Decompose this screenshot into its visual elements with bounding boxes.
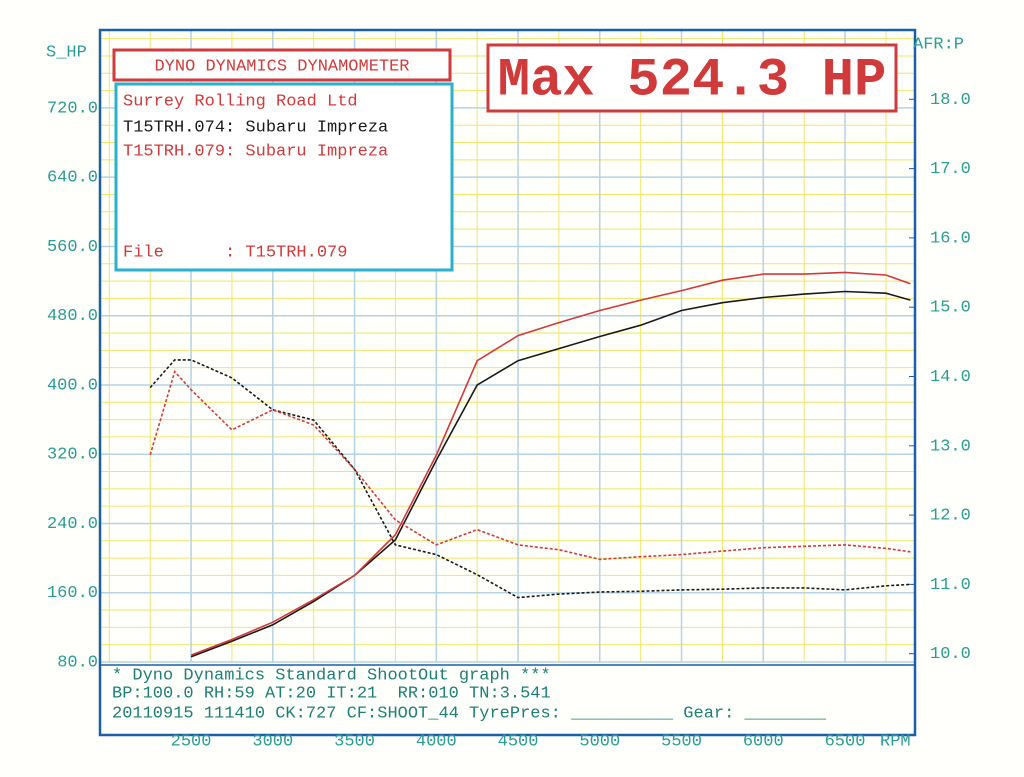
y-tick-label: 320.0 <box>47 446 98 465</box>
y2-axis-label: AFR:P <box>913 35 964 54</box>
y2-tick-label: 16.0 <box>930 229 971 248</box>
y-tick-label: 160.0 <box>47 584 98 603</box>
footer-line: 20110915 111410 CK:727 CF:SHOOT_44 TyreP… <box>112 704 827 723</box>
y-tick-label: 240.0 <box>47 515 98 534</box>
y-tick-label: 720.0 <box>47 99 98 118</box>
y-tick-label: 640.0 <box>47 169 98 188</box>
y2-tick-label: 14.0 <box>930 368 971 387</box>
afr-line <box>149 359 911 599</box>
info-box <box>114 82 454 272</box>
y2-tick-label: 13.0 <box>930 437 971 456</box>
y-tick-label: 480.0 <box>47 307 98 326</box>
x-tick-label: 3000 <box>252 732 293 751</box>
legend-entry: T15TRH.079: Subaru Impreza <box>123 142 388 161</box>
power-line <box>190 290 911 658</box>
info-line: File : T15TRH.079 <box>123 243 347 262</box>
x-tick-label: 6000 <box>743 732 784 751</box>
legend-entry: T15TRH.074: Subaru Impreza <box>123 118 388 137</box>
y-tick-label: 400.0 <box>47 376 98 395</box>
footer-line: * Dyno Dynamics Standard ShootOut graph … <box>112 666 551 685</box>
y2-tick-label: 15.0 <box>930 299 971 318</box>
x-tick-label: 4000 <box>416 732 457 751</box>
x-tick-label: 3500 <box>334 732 375 751</box>
y-tick-label: 560.0 <box>47 238 98 257</box>
frame <box>98 28 917 737</box>
y2-tick-label: 18.0 <box>930 91 971 110</box>
x-tick-label: 4500 <box>498 732 539 751</box>
footer-line: BP:100.0 RH:59 AT:20 IT:21 RR:010 TN:3.5… <box>112 684 551 703</box>
x-tick-label: 5500 <box>661 732 702 751</box>
y2-tick-label: 10.0 <box>930 645 971 664</box>
x-axis-label: RPM <box>880 732 911 751</box>
x-tick-label: 6500 <box>825 732 866 751</box>
y2-tick-label: 12.0 <box>930 507 971 526</box>
y-tick-label: 80.0 <box>57 653 98 672</box>
x-tick-label: 2500 <box>171 732 212 751</box>
afr-line <box>149 370 911 561</box>
headline: Max 524.3 HP <box>498 50 887 111</box>
plot-lines <box>149 271 911 658</box>
y-axis-label: S_HP <box>46 43 87 62</box>
x-tick-label: 5000 <box>579 732 620 751</box>
info-line: Surrey Rolling Road Ltd <box>123 92 358 111</box>
title-box <box>112 48 452 82</box>
y2-tick-label: 17.0 <box>930 160 971 179</box>
power-line <box>190 271 911 656</box>
headline-box <box>486 43 898 113</box>
y2-tick-label: 11.0 <box>930 576 971 595</box>
chart-title: DYNO DYNAMICS DYNAMOMETER <box>154 57 409 76</box>
